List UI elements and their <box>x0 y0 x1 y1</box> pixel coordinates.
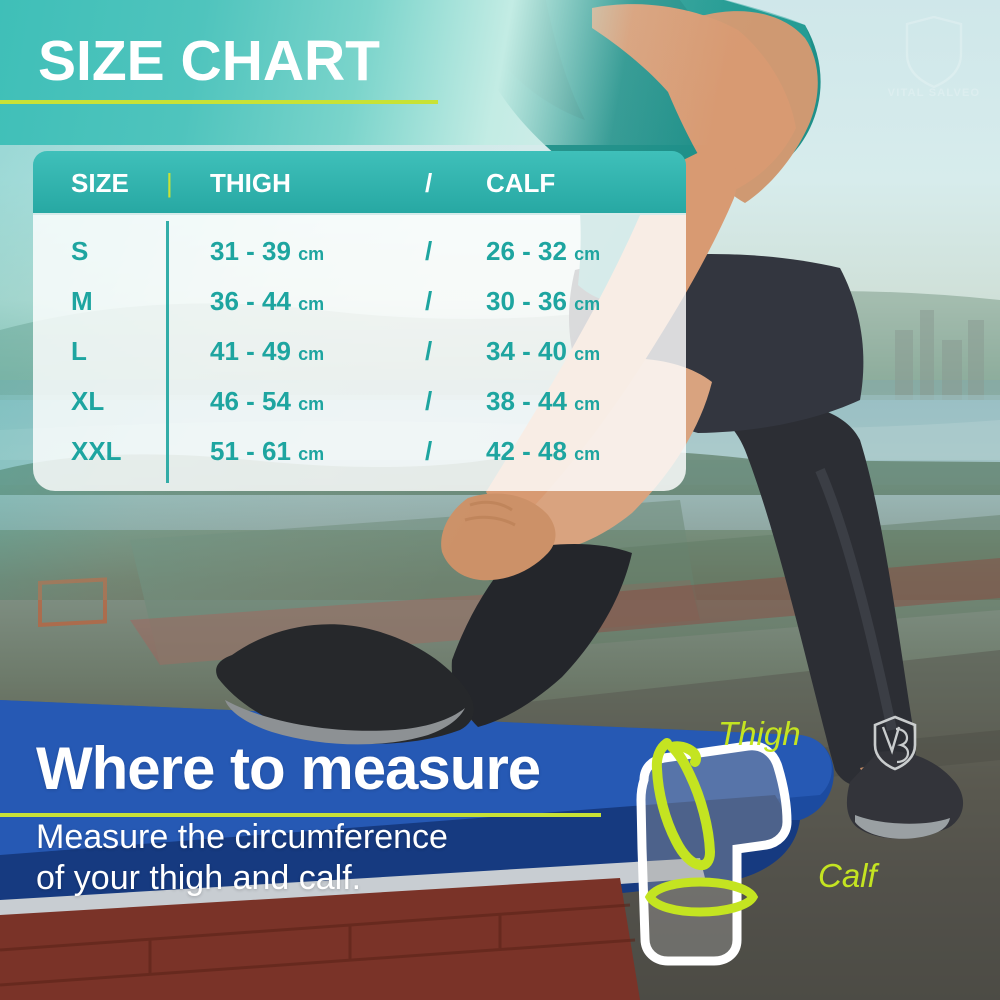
svg-text:VITAL SALVEO: VITAL SALVEO <box>888 87 981 99</box>
